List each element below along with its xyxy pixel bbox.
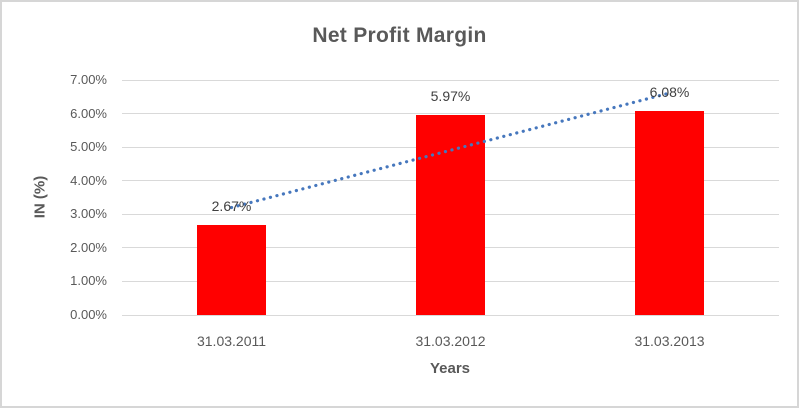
data-label: 2.67%	[211, 198, 252, 215]
gridline	[122, 79, 779, 81]
y-axis-tick-label: 1.00%	[70, 273, 107, 289]
y-axis-tick-label: 5.00%	[70, 139, 107, 155]
y-axis-tick-label: 7.00%	[70, 72, 107, 87]
y-axis-tick-label: 6.00%	[70, 105, 107, 121]
chart-title: Net Profit Margin	[312, 24, 487, 47]
bar	[416, 114, 485, 315]
y-axis-tick-label: 3.00%	[70, 206, 107, 222]
bar	[635, 110, 704, 315]
gridline	[122, 314, 779, 316]
y-axis-tick-label: 4.00%	[70, 172, 107, 188]
y-axis-tick-label: 0.00%	[70, 307, 107, 322]
data-label: 6.08%	[649, 83, 690, 100]
x-axis-tick-label: 31.03.2012	[415, 333, 486, 349]
bar	[197, 225, 266, 315]
x-axis-tick-label: 31.03.2011	[196, 333, 267, 349]
x-axis-tick-label: 31.03.2013	[634, 333, 705, 349]
data-label: 5.97%	[430, 87, 471, 104]
x-axis-title: Years	[429, 360, 471, 377]
y-axis-tick-label: 2.00%	[70, 239, 107, 255]
